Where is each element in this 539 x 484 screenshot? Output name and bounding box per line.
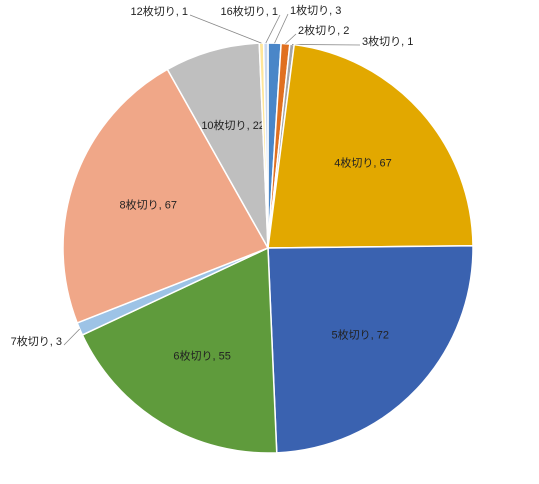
label-category: 12枚切り [131, 4, 176, 18]
pie-slice [267, 245, 474, 454]
data-label: 7枚切り, 3 [11, 334, 62, 348]
label-value: 67 [379, 157, 391, 169]
data-label: 4枚切り, 67 [334, 155, 392, 169]
label-separator: , [266, 6, 272, 18]
pie-slice [262, 42, 269, 249]
pie-slice [267, 43, 474, 249]
label-separator: , [373, 157, 379, 169]
leader-line [285, 33, 297, 45]
leader-line [63, 328, 80, 346]
label-value: 2 [343, 25, 349, 37]
data-label: 2枚切り, 2 [298, 23, 349, 37]
label-category: 3枚切り [362, 34, 401, 48]
data-label: 3枚切り, 1 [362, 34, 413, 48]
label-category: 5枚切り [331, 327, 370, 341]
label-separator: , [159, 199, 165, 211]
leader-line [274, 13, 289, 44]
label-separator: , [337, 25, 343, 37]
data-label: 16枚切り, 1 [221, 4, 279, 18]
label-separator: , [371, 329, 377, 341]
label-category: 16枚切り [221, 4, 266, 18]
pie-slice [81, 246, 278, 454]
label-category: 8枚切り [120, 197, 159, 211]
label-value: 1 [272, 6, 278, 18]
label-value: 55 [219, 351, 231, 363]
data-label: 8枚切り, 67 [120, 197, 178, 211]
label-value: 72 [377, 329, 389, 341]
label-category: 7枚切り [11, 334, 50, 348]
data-label: 10枚切り, 22 [201, 118, 265, 132]
label-value: 1 [182, 6, 188, 18]
data-label: 6枚切り, 55 [173, 349, 231, 363]
leader-line [292, 44, 361, 46]
data-label: 12枚切り, 1 [131, 4, 189, 18]
label-separator: , [212, 351, 218, 363]
leader-line [265, 14, 281, 44]
label-value: 1 [407, 36, 413, 48]
label-category: 6枚切り [173, 349, 212, 363]
pie-slice [62, 68, 270, 324]
label-separator: , [247, 120, 253, 132]
label-value: 3 [56, 336, 62, 348]
label-separator: , [176, 6, 182, 18]
label-value: 3 [335, 5, 341, 17]
label-separator: , [329, 5, 335, 17]
label-separator: , [401, 36, 407, 48]
label-category: 10枚切り [201, 118, 246, 132]
label-category: 2枚切り [298, 23, 337, 37]
label-category: 4枚切り [334, 155, 373, 169]
pie-slice [166, 42, 269, 249]
label-value: 67 [165, 199, 177, 211]
leader-line [189, 14, 262, 44]
label-separator: , [50, 336, 56, 348]
data-label: 5枚切り, 72 [331, 327, 389, 341]
label-category: 1枚切り [290, 3, 329, 17]
data-label: 1枚切り, 3 [290, 3, 341, 17]
